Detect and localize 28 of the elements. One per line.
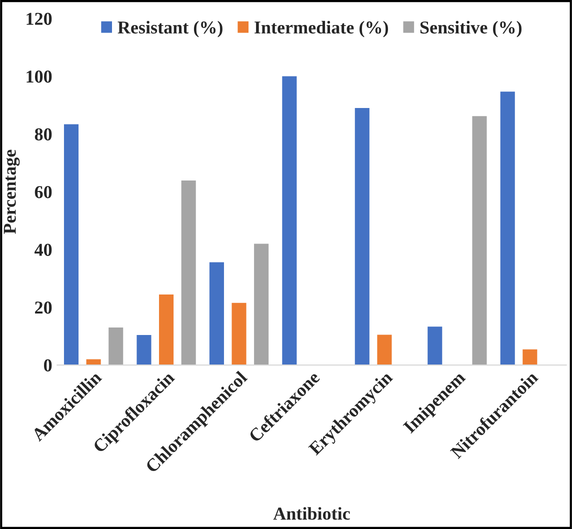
legend-label: Intermediate (%) <box>254 20 388 38</box>
bar <box>159 294 174 366</box>
y-tick-label: 80 <box>34 128 52 140</box>
bar <box>472 116 487 366</box>
y-tick-label: 40 <box>34 244 52 256</box>
bar <box>86 359 101 366</box>
bar <box>282 76 297 366</box>
bar <box>254 244 269 366</box>
legend-label: Sensitive (%) <box>420 20 522 38</box>
y-tick-label: 0 <box>44 359 52 372</box>
x-axis-title: Antibiotic <box>273 507 350 520</box>
y-axis-title: Percentage <box>4 150 20 234</box>
bar <box>428 326 442 366</box>
bar <box>181 180 196 366</box>
bar <box>64 124 79 366</box>
y-tick-label: 20 <box>35 302 52 314</box>
y-tick-label: 120 <box>26 12 52 25</box>
bar <box>522 349 538 366</box>
y-tick-label: 100 <box>26 70 52 83</box>
legend-label: Resistant (%) <box>118 20 222 38</box>
bar <box>136 334 152 366</box>
bar <box>108 327 124 366</box>
bar <box>354 108 370 366</box>
bar <box>232 302 246 366</box>
bar <box>377 334 392 366</box>
y-tick-label: 60 <box>34 186 52 198</box>
bar <box>209 262 224 366</box>
bar <box>500 92 515 366</box>
